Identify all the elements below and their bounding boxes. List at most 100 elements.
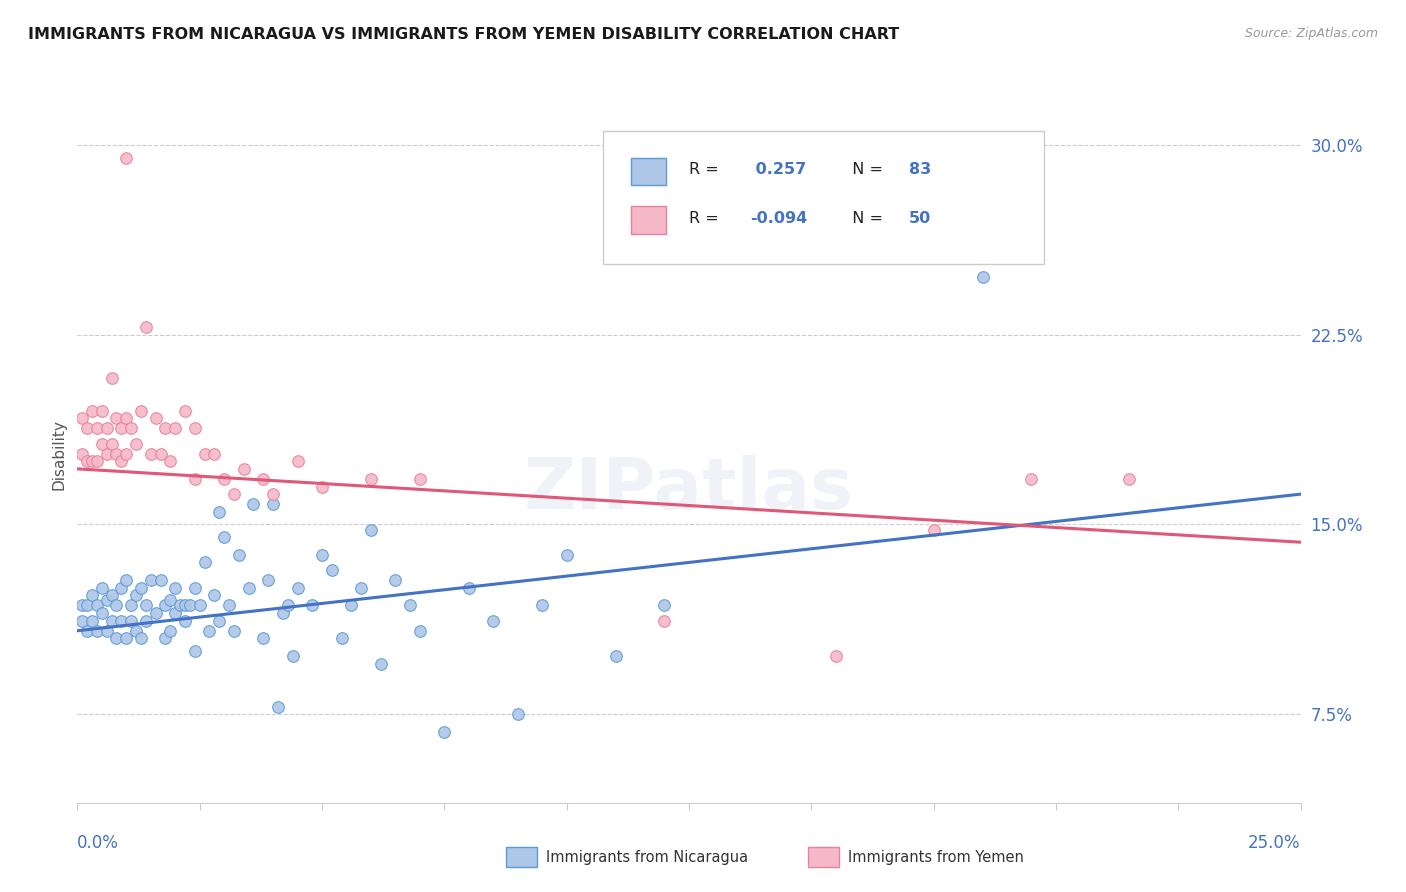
Point [193,447,215,461]
Text: N =: N = [842,211,889,226]
Point [105,632,128,646]
Text: R =: R = [689,162,724,178]
Point [277,599,299,613]
Point [100,588,122,602]
Point [96,421,118,435]
Point [165,606,187,620]
Point [80,614,103,628]
Point [159,593,181,607]
Point [271,606,294,620]
Point [159,454,181,468]
Point [555,548,578,562]
Point [70,599,93,613]
Point [80,454,103,468]
Point [193,556,215,570]
Point [110,454,132,468]
Point [232,462,254,476]
Point [115,573,138,587]
Point [90,436,112,450]
Point [105,599,128,613]
Point [242,497,264,511]
Point [212,472,235,486]
Text: 0.0%: 0.0% [77,834,120,852]
Point [155,632,177,646]
Point [287,454,309,468]
Point [654,614,676,628]
Point [76,454,98,468]
Point [129,403,152,417]
Text: ZIPatlas: ZIPatlas [524,455,853,524]
Point [105,447,128,461]
Point [301,599,323,613]
Point [972,269,994,284]
Point [281,648,304,663]
Point [174,403,197,417]
Point [105,411,128,425]
Point [311,479,333,493]
Text: R =: R = [689,211,724,226]
Text: -0.094: -0.094 [751,211,807,226]
Point [202,447,225,461]
Point [262,487,284,501]
Point [139,573,162,587]
Text: 25.0%: 25.0% [1249,834,1301,852]
Point [165,421,187,435]
Point [125,588,148,602]
Point [86,454,108,468]
Point [76,624,98,638]
Text: Immigrants from Nicaragua: Immigrants from Nicaragua [546,850,748,864]
Point [100,614,122,628]
Point [350,581,373,595]
Point [174,614,197,628]
Point [80,403,103,417]
Point [139,447,162,461]
Point [212,530,235,544]
Point [654,599,676,613]
Point [70,614,93,628]
Point [222,624,245,638]
Point [360,523,382,537]
Point [399,599,422,613]
Point [252,632,274,646]
Point [76,599,98,613]
Point [120,614,142,628]
Point [145,606,167,620]
Point [145,411,167,425]
Point [86,599,108,613]
Point [100,370,122,384]
Point [311,548,333,562]
FancyBboxPatch shape [603,131,1043,263]
Point [184,421,207,435]
Point [110,421,132,435]
Point [169,599,191,613]
Point [218,599,240,613]
Text: IMMIGRANTS FROM NICARAGUA VS IMMIGRANTS FROM YEMEN DISABILITY CORRELATION CHART: IMMIGRANTS FROM NICARAGUA VS IMMIGRANTS … [28,27,900,42]
Point [409,624,432,638]
Text: 83: 83 [910,162,931,178]
Point [135,614,157,628]
Point [824,648,846,663]
Point [267,699,290,714]
Point [90,403,112,417]
Point [433,725,456,739]
Point [457,581,479,595]
Point [90,606,112,620]
Point [115,447,138,461]
Point [922,523,945,537]
Point [159,624,181,638]
Point [80,588,103,602]
Point [184,472,207,486]
Point [70,447,93,461]
Point [90,581,112,595]
Point [321,563,343,577]
Point [110,581,132,595]
Point [96,593,118,607]
Point [506,707,529,722]
Point [238,581,260,595]
Point [165,581,187,595]
Point [262,497,284,511]
Point [110,614,132,628]
Point [1021,472,1043,486]
Point [252,472,274,486]
Point [120,421,142,435]
